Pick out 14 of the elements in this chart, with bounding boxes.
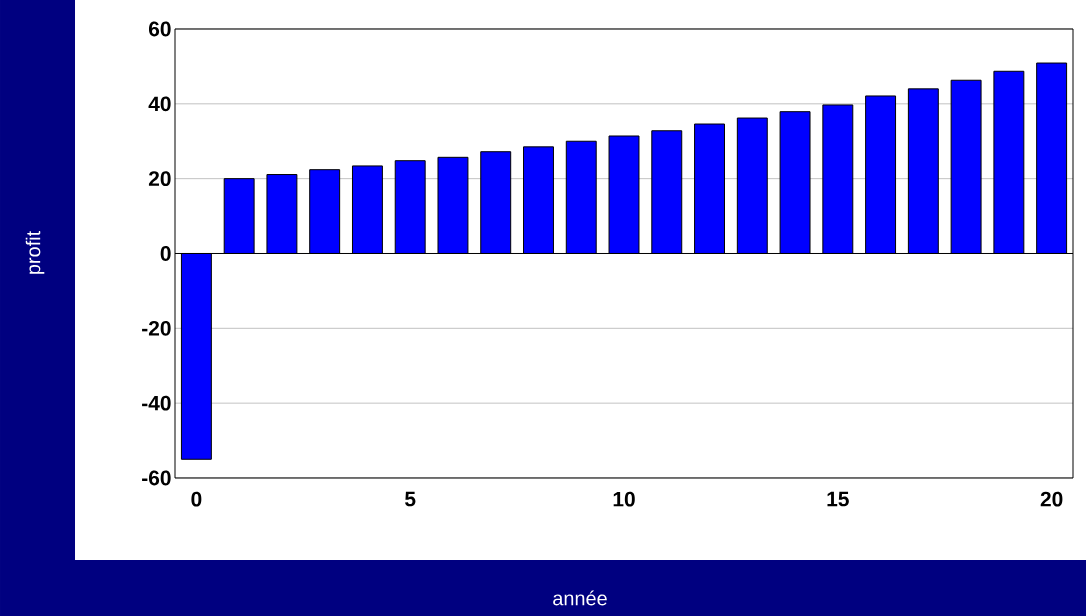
y-tick-label: 20 (148, 171, 171, 187)
y-tick-label: 60 (148, 21, 171, 37)
y-tick-label: -40 (142, 395, 171, 411)
x-axis-title: année (553, 590, 607, 606)
y-tick-label: 40 (148, 96, 171, 112)
y-tick-label: 0 (160, 246, 171, 261)
x-tick-label: 10 (613, 491, 635, 507)
y-axis-title: profit (25, 230, 45, 274)
x-tick-label: 20 (1040, 491, 1063, 507)
x-tick-label: 5 (405, 491, 416, 507)
y-tick-label: -60 (142, 470, 171, 486)
x-tick-label: 0 (191, 491, 202, 507)
x-tick-label: 15 (827, 491, 849, 507)
y-tick-label: -20 (142, 320, 171, 336)
